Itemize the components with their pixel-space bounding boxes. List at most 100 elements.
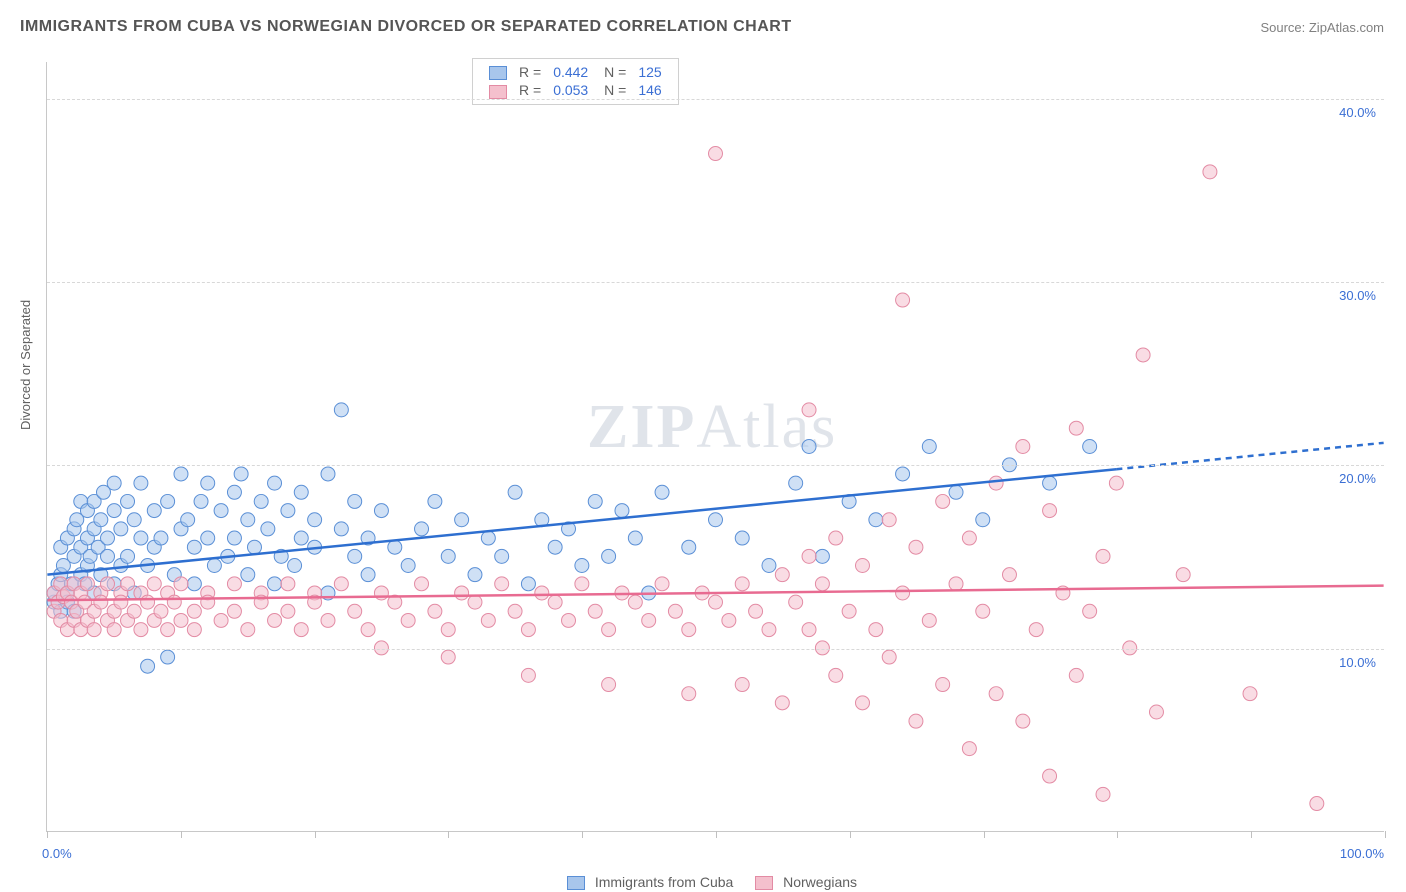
data-point (268, 476, 282, 490)
data-point (294, 485, 308, 499)
y-tick-label: 20.0% (1339, 471, 1376, 486)
data-point (495, 577, 509, 591)
gridline (47, 282, 1384, 283)
data-point (1083, 440, 1097, 454)
data-point (161, 623, 175, 637)
data-point (161, 650, 175, 664)
data-point (709, 147, 723, 161)
data-point (415, 522, 429, 536)
data-point (187, 577, 201, 591)
data-point (1109, 476, 1123, 490)
data-point (989, 687, 1003, 701)
data-point (455, 513, 469, 527)
data-point (722, 613, 736, 627)
data-point (207, 559, 221, 573)
data-point (602, 623, 616, 637)
data-point (334, 577, 348, 591)
data-point (1096, 549, 1110, 563)
data-point (401, 559, 415, 573)
data-point (114, 522, 128, 536)
data-point (1069, 421, 1083, 435)
r-value-2: 0.053 (547, 81, 594, 99)
gridline (47, 649, 1384, 650)
data-point (976, 513, 990, 527)
data-point (174, 467, 188, 481)
data-point (962, 531, 976, 545)
x-tick (1117, 831, 1118, 838)
x-tick (47, 831, 48, 838)
data-point (508, 604, 522, 618)
chart-svg (47, 62, 1384, 831)
data-point (989, 476, 1003, 490)
data-point (154, 531, 168, 545)
x-tick (1385, 831, 1386, 838)
data-point (588, 494, 602, 508)
data-point (174, 577, 188, 591)
data-point (334, 522, 348, 536)
legend-row-series-1: R = 0.442 N = 125 (483, 63, 668, 81)
y-axis-title: Divorced or Separated (18, 300, 33, 430)
data-point (1243, 687, 1257, 701)
data-point (949, 577, 963, 591)
data-point (909, 540, 923, 554)
data-point (227, 485, 241, 499)
data-point (1310, 797, 1324, 811)
data-point (114, 595, 128, 609)
data-point (481, 613, 495, 627)
data-point (227, 604, 241, 618)
data-point (254, 494, 268, 508)
data-point (588, 604, 602, 618)
data-point (154, 604, 168, 618)
data-point (869, 513, 883, 527)
data-point (869, 623, 883, 637)
data-point (121, 494, 135, 508)
data-point (762, 623, 776, 637)
data-point (521, 623, 535, 637)
data-point (441, 549, 455, 563)
data-point (87, 623, 101, 637)
data-point (455, 586, 469, 600)
x-tick (716, 831, 717, 838)
data-point (247, 540, 261, 554)
data-point (241, 568, 255, 582)
data-point (1149, 705, 1163, 719)
x-tick (850, 831, 851, 838)
plot-area: ZIPAtlas R = 0.442 N = 125 R = 0.053 N =… (46, 62, 1384, 832)
data-point (107, 476, 121, 490)
data-point (127, 604, 141, 618)
data-point (388, 540, 402, 554)
data-point (962, 742, 976, 756)
data-point (101, 549, 115, 563)
data-point (521, 668, 535, 682)
swatch-series-2 (489, 85, 507, 99)
legend-row-series-2: R = 0.053 N = 146 (483, 81, 668, 99)
data-point (655, 577, 669, 591)
swatch-series-1 (489, 66, 507, 80)
data-point (261, 522, 275, 536)
data-point (735, 577, 749, 591)
data-point (101, 577, 115, 591)
legend-label-2: Norwegians (783, 874, 857, 890)
legend-label-1: Immigrants from Cuba (595, 874, 733, 890)
data-point (121, 577, 135, 591)
data-point (181, 513, 195, 527)
data-point (615, 504, 629, 518)
data-point (227, 577, 241, 591)
data-point (321, 613, 335, 627)
data-point (802, 623, 816, 637)
data-point (896, 467, 910, 481)
data-point (896, 293, 910, 307)
data-point (936, 494, 950, 508)
data-point (281, 604, 295, 618)
data-point (468, 568, 482, 582)
data-point (201, 595, 215, 609)
data-point (628, 531, 642, 545)
data-point (521, 577, 535, 591)
data-point (1083, 604, 1097, 618)
data-point (655, 485, 669, 499)
data-point (107, 504, 121, 518)
data-point (214, 613, 228, 627)
y-tick-label: 40.0% (1339, 105, 1376, 120)
data-point (234, 467, 248, 481)
data-point (855, 559, 869, 573)
